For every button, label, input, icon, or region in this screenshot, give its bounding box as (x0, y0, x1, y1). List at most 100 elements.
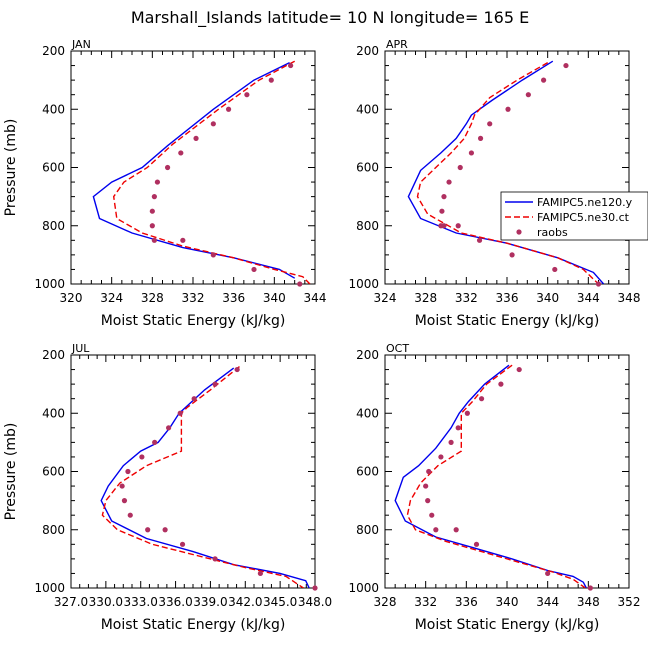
raobs-point (212, 381, 218, 387)
series-line-ne120 (407, 60, 605, 284)
raobs-point (468, 150, 475, 156)
y-tick-label: 200 (356, 348, 379, 362)
y-tick-label: 1000 (348, 277, 379, 291)
x-tick-label: 348 (577, 595, 600, 609)
raobs-point (478, 396, 485, 402)
raobs-point (251, 266, 257, 273)
x-tick-label: 332 (455, 291, 478, 305)
raobs-point (145, 527, 151, 533)
y-tick-label: 400 (42, 406, 65, 420)
raobs-point (433, 527, 439, 533)
raobs-point (149, 208, 155, 214)
raobs-point (457, 164, 463, 171)
x-tick-label: 333.0 (124, 595, 158, 609)
raobs-point (193, 135, 199, 141)
raobs-point (244, 92, 250, 98)
x-axis-label: Moist Static Energy (kJ/kg) (415, 313, 600, 329)
raobs-point (180, 237, 186, 243)
series-line-ne30 (406, 364, 586, 588)
series-line-ne30 (112, 60, 311, 284)
raobs-point (225, 106, 232, 112)
x-tick-label: 324 (100, 291, 123, 305)
raobs-point (257, 570, 263, 577)
y-tick-label: 800 (42, 219, 65, 233)
panel-jan: 320 324 328 332 336 340 344 200 400 600 800 1000 Moi… (3, 38, 326, 329)
x-axis-label: Moist Static Energy (kJ/kg) (101, 617, 286, 633)
raobs-point (552, 266, 558, 273)
raobs-point (439, 208, 445, 214)
figure-title: Marshall_Islands latitude= 10 N longitud… (131, 8, 529, 28)
raobs-point (505, 106, 511, 112)
x-tick-label: 328 (414, 291, 437, 305)
raobs-point (545, 570, 551, 577)
panel-jul: 327.0 330.0 333.0 336.0 339.0 342.0 345.0 348.0… (3, 342, 332, 633)
y-tick-label: 800 (42, 523, 65, 537)
y-tick-label: 200 (42, 44, 65, 58)
raobs-point (476, 237, 483, 243)
x-tick-label: 336 (496, 291, 519, 305)
raobs-point (595, 281, 602, 287)
raobs-point (541, 77, 547, 83)
x-tick-label: 330.0 (89, 595, 123, 609)
panels: 320 324 328 332 336 340 344 200 400 600 800 1000 Moi… (3, 38, 648, 633)
y-axis-label: Pressure (mb) (3, 119, 19, 217)
panel-label: OCT (386, 342, 409, 355)
raobs-point (288, 62, 294, 69)
legend-box (500, 191, 648, 241)
legend-marker-raobs (516, 229, 522, 235)
raobs-point (487, 121, 493, 127)
y-tick-label: 400 (356, 102, 379, 116)
raobs-point (312, 585, 318, 591)
legend-label: FAMIPC5.ne120.y (537, 196, 633, 209)
raobs-point (425, 498, 431, 504)
raobs-point (139, 454, 145, 460)
x-tick-label: 327.0 (54, 595, 88, 609)
raobs-point (441, 223, 447, 229)
y-tick-label: 1000 (348, 581, 379, 595)
raobs-point (473, 541, 480, 547)
x-tick-label: 336 (455, 595, 478, 609)
raobs-point (151, 237, 157, 243)
x-tick-label: 320 (60, 291, 83, 305)
x-tick-label: 340 (496, 595, 519, 609)
raobs-point (212, 556, 218, 562)
raobs-point (121, 498, 128, 504)
raobs-point (268, 77, 274, 83)
raobs-point (154, 179, 161, 185)
x-tick-label: 332 (414, 595, 437, 609)
raobs-point (297, 281, 303, 287)
x-tick-label: 332 (182, 291, 205, 305)
y-tick-label: 200 (42, 348, 65, 362)
raobs-point (125, 468, 131, 475)
raobs-point (423, 483, 429, 489)
y-tick-label: 600 (42, 465, 65, 479)
raobs-point (127, 512, 133, 518)
raobs-point (149, 223, 155, 229)
raobs-point (453, 527, 459, 533)
panel-label: APR (386, 38, 408, 51)
y-tick-label: 600 (356, 465, 379, 479)
panel-label: JUL (71, 342, 90, 355)
y-tick-label: 800 (356, 523, 379, 537)
y-tick-label: 400 (356, 406, 379, 420)
x-tick-label: 344 (536, 595, 559, 609)
y-tick-label: 600 (356, 161, 379, 175)
x-tick-label: 339.0 (193, 595, 227, 609)
raobs-point (441, 194, 447, 200)
y-tick-label: 1000 (34, 581, 65, 595)
plot-frame (384, 354, 630, 589)
raobs-point (455, 425, 461, 431)
raobs-point (438, 454, 444, 460)
legend: FAMIPC5.ne120.y FAMIPC5.ne30.ct raobs (500, 191, 648, 241)
raobs-point (178, 150, 184, 156)
raobs-point (177, 410, 183, 416)
x-tick-label: 324 (374, 291, 397, 305)
x-tick-label: 345.0 (263, 595, 297, 609)
raobs-point (525, 92, 531, 98)
panel-oct: 328 332 336 340 344 348 352 200 400 600 800 1000 Moi… (348, 342, 640, 633)
series-line-ne120 (394, 364, 587, 588)
x-axis-label: Moist Static Energy (kJ/kg) (101, 313, 286, 329)
x-tick-label: 328 (141, 291, 164, 305)
legend-label: raobs (537, 226, 568, 239)
